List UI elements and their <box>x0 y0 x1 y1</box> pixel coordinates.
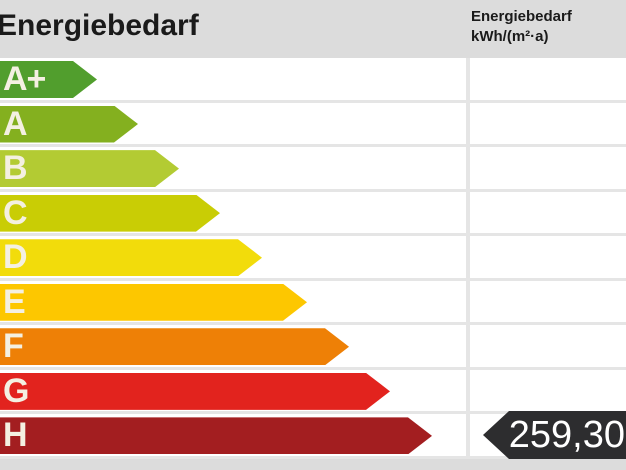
page-title: Energiebedarf <box>0 9 199 42</box>
scale-row-g: G <box>0 370 626 415</box>
class-label: D <box>3 238 27 277</box>
class-arrow-aplus: A+ <box>0 61 97 98</box>
class-arrow-e: E <box>0 284 307 321</box>
scale-row-aplus: A+ <box>0 58 626 103</box>
scale-rows: A+ A B C D E F G H <box>0 58 626 459</box>
class-label: A <box>3 104 27 143</box>
class-arrow-g: G <box>0 373 390 410</box>
scale-row-d: D <box>0 236 626 281</box>
value-column-header: Energiebedarf kWh/(m²·a) <box>471 7 572 47</box>
class-label: C <box>3 193 27 232</box>
class-arrow-f: F <box>0 328 349 365</box>
scale-row-h: H <box>0 414 626 459</box>
scale-row-b: B <box>0 147 626 192</box>
class-arrow-d: D <box>0 239 262 276</box>
class-label: G <box>3 371 29 410</box>
class-label: F <box>3 327 23 366</box>
scale-row-f: F <box>0 325 626 370</box>
class-arrow-a: A <box>0 106 138 143</box>
value-column-unit: kWh/(m²·a) <box>471 28 549 45</box>
class-label: B <box>3 149 27 188</box>
value-indicator-arrow: 259,30 <box>483 411 626 459</box>
value-column-title: Energiebedarf <box>471 8 572 25</box>
class-arrow-b: B <box>0 150 179 187</box>
column-divider <box>466 58 470 459</box>
value-indicator-label: 259,30 <box>508 414 625 456</box>
footer-strip <box>0 459 626 470</box>
class-arrow-c: C <box>0 195 220 232</box>
class-label: A+ <box>3 60 46 98</box>
energy-scale: A+ A B C D E F G H 259,30 <box>0 58 626 459</box>
header: Energiebedarf Energiebedarf kWh/(m²·a) <box>0 0 626 58</box>
class-label: E <box>3 282 25 321</box>
scale-row-c: C <box>0 192 626 237</box>
scale-row-e: E <box>0 281 626 326</box>
scale-row-a: A <box>0 103 626 148</box>
class-label: H <box>3 416 27 455</box>
class-arrow-h: H <box>0 417 432 454</box>
